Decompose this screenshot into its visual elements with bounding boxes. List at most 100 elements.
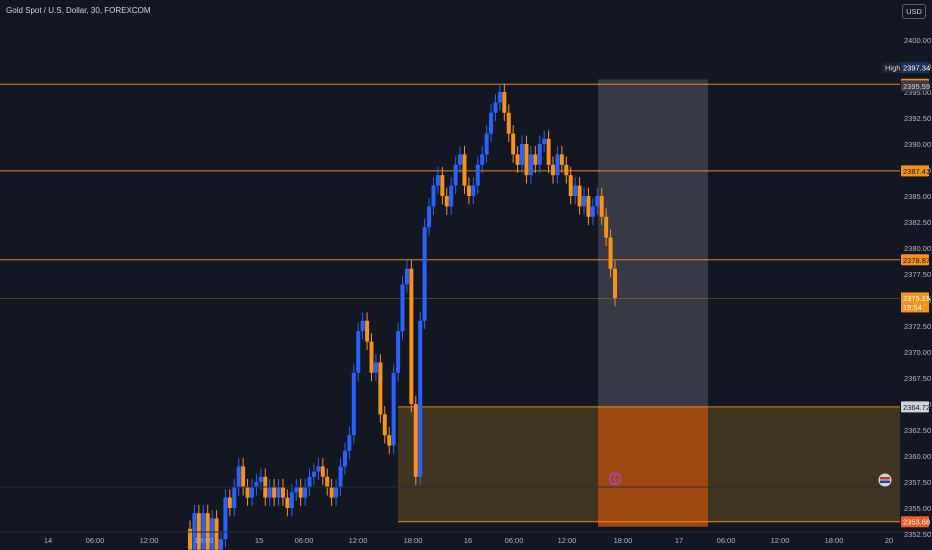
candle — [506, 104, 511, 142]
candle — [254, 473, 259, 496]
high-value-bg — [901, 62, 929, 74]
candle — [245, 478, 250, 506]
candle-body — [524, 144, 529, 176]
orange-zone — [598, 406, 708, 527]
level-tag-2364-72: 2364.72 — [901, 401, 930, 413]
candle — [471, 177, 476, 205]
level-tag-2364-72-bg — [901, 401, 929, 413]
candle-body — [489, 112, 494, 134]
candle-body — [475, 164, 480, 186]
candle — [431, 177, 436, 215]
candle — [360, 312, 365, 340]
candle — [303, 478, 308, 506]
level-tag-2387-41: 2387.41 — [901, 165, 930, 177]
candle-body — [528, 154, 533, 176]
candle-body — [218, 539, 223, 550]
candle — [382, 406, 387, 444]
candle — [613, 260, 617, 307]
candle-body — [577, 185, 582, 207]
candle-body — [582, 196, 587, 207]
candle — [449, 177, 454, 215]
candle — [188, 520, 192, 550]
x-tick-label: 17 — [675, 536, 683, 545]
y-tick-label: 2390.00 — [904, 140, 931, 149]
candle — [497, 83, 502, 111]
candle-body — [586, 196, 591, 217]
candle — [462, 146, 467, 194]
candle — [427, 198, 432, 236]
candle-body — [551, 164, 556, 176]
candle — [409, 260, 414, 413]
y-tick-label: 2362.50 — [904, 426, 931, 435]
candle-body — [289, 492, 294, 508]
candle — [276, 478, 281, 506]
candle-body — [413, 404, 418, 477]
candle — [280, 478, 285, 506]
candle-body — [564, 164, 569, 176]
flag-icon-stripe-top — [880, 477, 890, 480]
flag-icon-stripe-bottom — [880, 480, 890, 483]
candle-body — [232, 487, 237, 508]
candle-body — [360, 320, 365, 332]
candle-body — [387, 435, 392, 446]
candle — [590, 198, 595, 226]
candle-body — [484, 133, 489, 155]
candle-body — [546, 138, 551, 165]
candle-body — [285, 497, 290, 508]
candle-body — [356, 331, 361, 373]
candle-body — [506, 112, 511, 134]
x-tick-label: 06:00 — [505, 536, 524, 545]
candle — [493, 94, 498, 122]
candle — [289, 484, 294, 517]
candles-layer — [188, 83, 617, 550]
candle — [378, 354, 383, 423]
candle — [422, 218, 427, 330]
current-price-value: 2375.15 — [903, 294, 930, 303]
level-tag-2364-72-text: 2364.72 — [903, 403, 930, 412]
candle-body — [307, 476, 312, 488]
candle-body — [196, 513, 201, 550]
candle-body — [568, 175, 573, 196]
x-tick-label: 18:00 — [614, 536, 633, 545]
candle-body — [245, 487, 250, 498]
candle-body — [391, 372, 396, 446]
currency-button[interactable]: USD — [902, 4, 926, 19]
candle-body — [369, 341, 374, 373]
candle — [316, 458, 321, 480]
candle-body — [427, 206, 432, 228]
candle-body — [435, 175, 440, 186]
candle — [413, 395, 418, 486]
candle — [564, 156, 569, 184]
x-tick-label: 18:00 — [825, 536, 844, 545]
candle — [528, 146, 533, 184]
level-tag-2378-87: 2378.87 — [901, 254, 930, 266]
candle-body — [205, 513, 210, 550]
candle — [466, 177, 471, 205]
candle — [515, 146, 520, 174]
chart-title: Gold Spot / U.S. Dollar, 30, FOREXCOM — [6, 6, 151, 15]
candle-body — [520, 144, 525, 165]
candle-body — [555, 154, 560, 176]
x-tick-label: 12:00 — [140, 536, 159, 545]
zones-layer — [398, 79, 900, 527]
level-tag-2387-41-text: 2387.41 — [903, 167, 930, 176]
lightning-icon — [608, 472, 622, 486]
candle-body — [515, 154, 520, 165]
candle-body — [347, 435, 352, 451]
tag-2395-59-text: 2395.59 — [903, 82, 930, 91]
candle-body — [316, 466, 321, 472]
candle-body — [497, 92, 502, 103]
candle — [484, 125, 489, 163]
candle — [396, 322, 401, 382]
candle — [347, 426, 352, 460]
candle-body — [559, 154, 564, 165]
candle — [608, 229, 613, 278]
candle — [546, 130, 551, 174]
candle — [338, 458, 343, 496]
x-tick-label: 15 — [255, 536, 263, 545]
candle-body — [325, 476, 330, 488]
candle-body — [462, 154, 467, 186]
time-axis: 14 06:00 12:00 18:00 15 06:00 12:00 18:00 16 06:0… — [44, 536, 893, 545]
candle-body — [294, 487, 299, 493]
